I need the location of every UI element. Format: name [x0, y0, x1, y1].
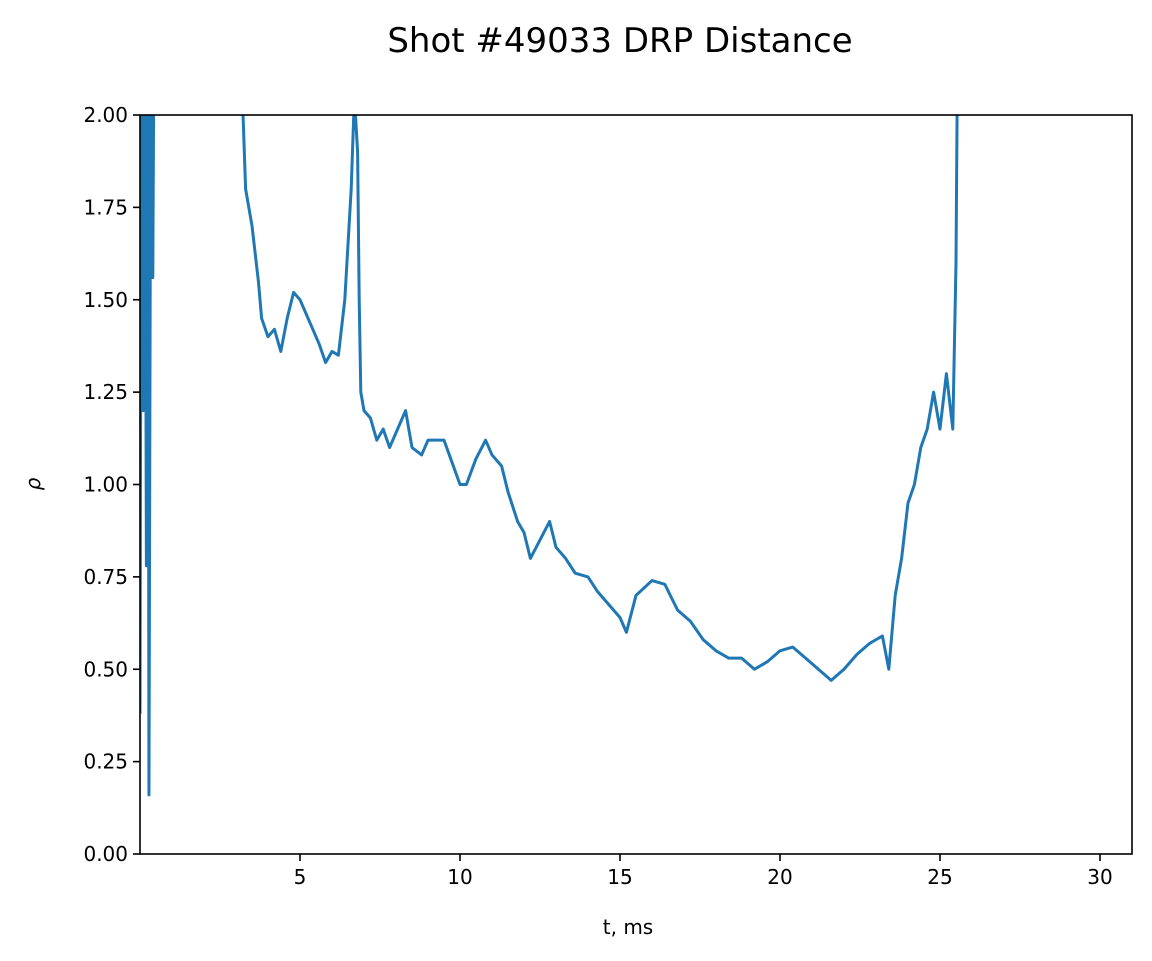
y-tick-label: 0.25 — [83, 750, 128, 774]
plot-area — [140, 115, 959, 797]
y-tick-label: 0.50 — [83, 657, 128, 681]
x-axis-label: t, ms — [603, 915, 653, 939]
y-tick-label: 1.00 — [83, 473, 128, 497]
x-tick-label: 15 — [607, 865, 632, 889]
y-axis-label: ρ — [21, 477, 45, 490]
y-tick-label: 2.00 — [83, 103, 128, 127]
y-tick-label: 1.50 — [83, 288, 128, 312]
x-tick-label: 25 — [927, 865, 952, 889]
y-tick-label: 0.00 — [83, 842, 128, 866]
x-tick-label: 5 — [294, 865, 307, 889]
y-tick-label: 0.75 — [83, 565, 128, 589]
x-tick-label: 30 — [1087, 865, 1112, 889]
x-tick-label: 10 — [447, 865, 472, 889]
y-tick-label: 1.25 — [83, 380, 128, 404]
chart-title: Shot #49033 DRP Distance — [387, 21, 852, 61]
data-line — [140, 115, 959, 797]
y-tick-label: 1.75 — [83, 195, 128, 219]
x-tick-label: 20 — [767, 865, 792, 889]
